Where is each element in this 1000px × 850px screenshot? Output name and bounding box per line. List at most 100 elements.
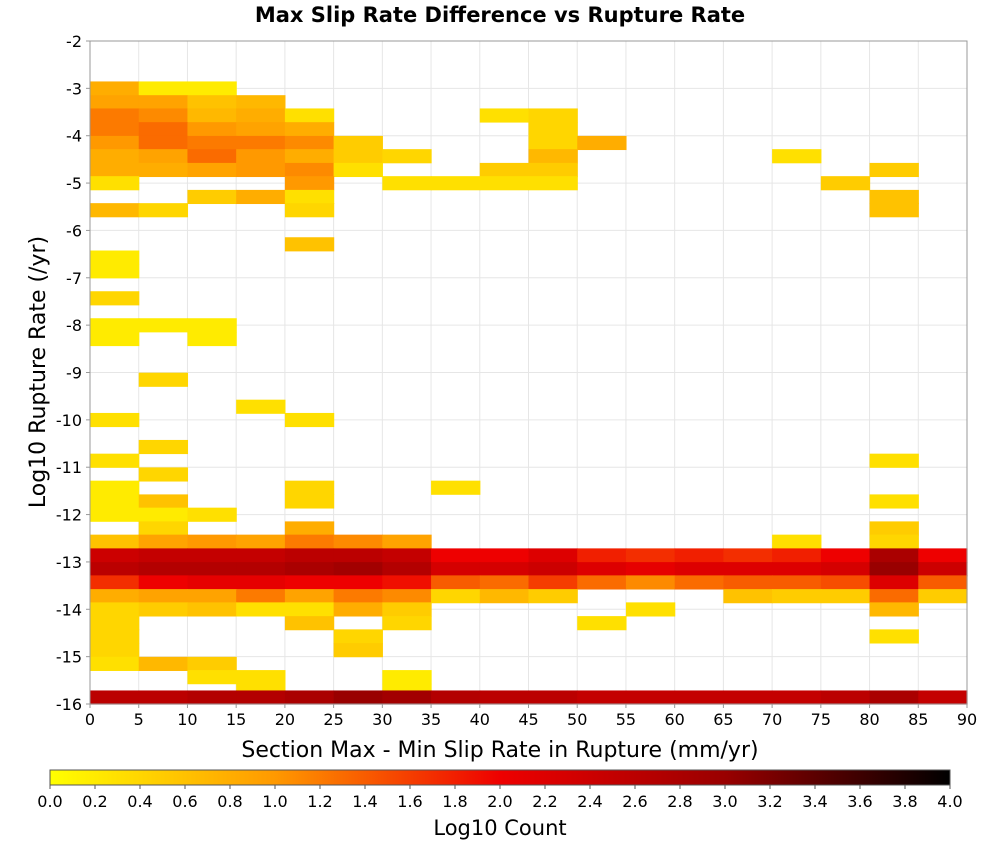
heatmap-cell bbox=[284, 534, 335, 549]
heatmap-cell bbox=[187, 534, 237, 549]
heatmap-cell bbox=[90, 480, 140, 495]
heatmap-cell bbox=[138, 135, 189, 151]
heatmap-cell bbox=[236, 162, 286, 178]
heatmap-cell bbox=[187, 149, 237, 164]
colorbar-tick-label: 2.4 bbox=[577, 792, 602, 811]
heatmap-cell bbox=[674, 548, 724, 563]
heatmap-cell bbox=[382, 670, 432, 685]
heatmap-cell bbox=[772, 149, 822, 164]
heatmap-cell bbox=[625, 548, 676, 563]
heatmap-cell bbox=[382, 602, 432, 617]
heatmap-cell bbox=[528, 149, 578, 164]
x-tick-label: 85 bbox=[908, 710, 928, 729]
heatmap-cell bbox=[479, 108, 530, 123]
heatmap-cell bbox=[869, 189, 919, 205]
heatmap-cell bbox=[772, 589, 822, 604]
heatmap-cell bbox=[138, 108, 189, 123]
colorbar-tick-label: 4.0 bbox=[937, 792, 962, 811]
heatmap-cell bbox=[869, 690, 919, 705]
heatmap-cell bbox=[187, 81, 237, 96]
heatmap-cell bbox=[625, 575, 676, 590]
heatmap-cell bbox=[236, 95, 286, 110]
heatmap-cell bbox=[723, 589, 773, 604]
x-tick-label: 25 bbox=[323, 710, 343, 729]
y-tick-label: -8 bbox=[66, 316, 82, 335]
heatmap-cell bbox=[284, 589, 335, 604]
colorbar-tick-label: 3.0 bbox=[712, 792, 737, 811]
colorbar-tick-label: 0.6 bbox=[172, 792, 197, 811]
heatmap-cell bbox=[90, 534, 140, 549]
heatmap-cell bbox=[772, 562, 822, 577]
heatmap-cell bbox=[528, 548, 578, 563]
x-tick-label: 15 bbox=[226, 710, 246, 729]
heatmap-cell bbox=[236, 399, 286, 414]
x-tick-label: 55 bbox=[616, 710, 636, 729]
heatmap-cell bbox=[382, 548, 432, 563]
heatmap-cell bbox=[820, 548, 871, 563]
colorbar-tick-label: 0.8 bbox=[217, 792, 242, 811]
heatmap-cell bbox=[187, 122, 237, 137]
heatmap-cell bbox=[528, 108, 578, 123]
heatmap-cell bbox=[90, 643, 140, 658]
y-tick-label: -7 bbox=[66, 269, 82, 288]
heatmap-cell bbox=[284, 108, 335, 123]
heatmap-cell bbox=[333, 534, 383, 549]
heatmap-cell bbox=[284, 162, 335, 178]
x-tick-label: 45 bbox=[518, 710, 538, 729]
y-tick-label: -10 bbox=[56, 411, 82, 430]
heatmap-cell bbox=[333, 690, 383, 705]
heatmap-cell bbox=[90, 690, 140, 705]
heatmap-cell bbox=[333, 135, 383, 151]
heatmap-cell bbox=[187, 575, 237, 590]
colorbar-label: Log10 Count bbox=[433, 816, 566, 840]
heatmap-cell bbox=[284, 149, 335, 164]
heatmap-cell bbox=[382, 575, 432, 590]
heatmap-cell bbox=[138, 602, 189, 617]
x-tick-label: 0 bbox=[85, 710, 95, 729]
heatmap-cell bbox=[90, 135, 140, 151]
heatmap-cell bbox=[479, 176, 530, 191]
heatmap-cell bbox=[625, 562, 676, 577]
heatmap-cell bbox=[138, 534, 189, 549]
colorbar-tick-label: 2.8 bbox=[667, 792, 692, 811]
heatmap-cell bbox=[869, 534, 919, 549]
heatmap-cell bbox=[918, 548, 968, 563]
heatmap-cell bbox=[284, 135, 335, 151]
heatmap-cell bbox=[90, 176, 140, 191]
heatmap-cell bbox=[382, 616, 432, 631]
heatmap-cell bbox=[138, 81, 189, 96]
x-axis-label: Section Max - Min Slip Rate in Rupture (… bbox=[241, 738, 758, 763]
heatmap-cell bbox=[284, 602, 335, 617]
heatmap-cell bbox=[869, 203, 919, 218]
x-tick-label: 35 bbox=[421, 710, 441, 729]
y-tick-label: -5 bbox=[66, 174, 82, 193]
y-tick-label: -3 bbox=[66, 79, 82, 98]
heatmap-cell bbox=[382, 690, 432, 705]
colorbar-tick-label: 3.8 bbox=[892, 792, 917, 811]
heatmap-cell bbox=[382, 149, 432, 164]
colorbar-tick-label: 2.2 bbox=[532, 792, 557, 811]
x-tick-label: 80 bbox=[859, 710, 879, 729]
x-tick-label: 90 bbox=[957, 710, 977, 729]
heatmap-cell bbox=[236, 602, 286, 617]
heatmap-cell bbox=[382, 562, 432, 577]
colorbar-tick-label: 3.6 bbox=[847, 792, 872, 811]
heatmap-cell bbox=[284, 690, 335, 705]
heatmap-cell bbox=[236, 534, 286, 549]
colorbar-tick-label: 2.6 bbox=[622, 792, 647, 811]
heatmap-cell bbox=[528, 162, 578, 178]
x-tick-label: 5 bbox=[134, 710, 144, 729]
heatmap-cell bbox=[284, 412, 335, 428]
heatmap-cell bbox=[918, 589, 968, 604]
heatmap-cell bbox=[284, 203, 335, 218]
heatmap-cell bbox=[625, 602, 676, 617]
heatmap-cell bbox=[674, 575, 724, 590]
heatmap-cell bbox=[187, 602, 237, 617]
heatmap-cell bbox=[333, 602, 383, 617]
heatmap-cell bbox=[138, 589, 189, 604]
heatmap-cell bbox=[90, 122, 140, 137]
heatmap-cell bbox=[90, 291, 140, 306]
y-tick-label: -13 bbox=[56, 553, 82, 572]
heatmap-cell bbox=[187, 656, 237, 671]
